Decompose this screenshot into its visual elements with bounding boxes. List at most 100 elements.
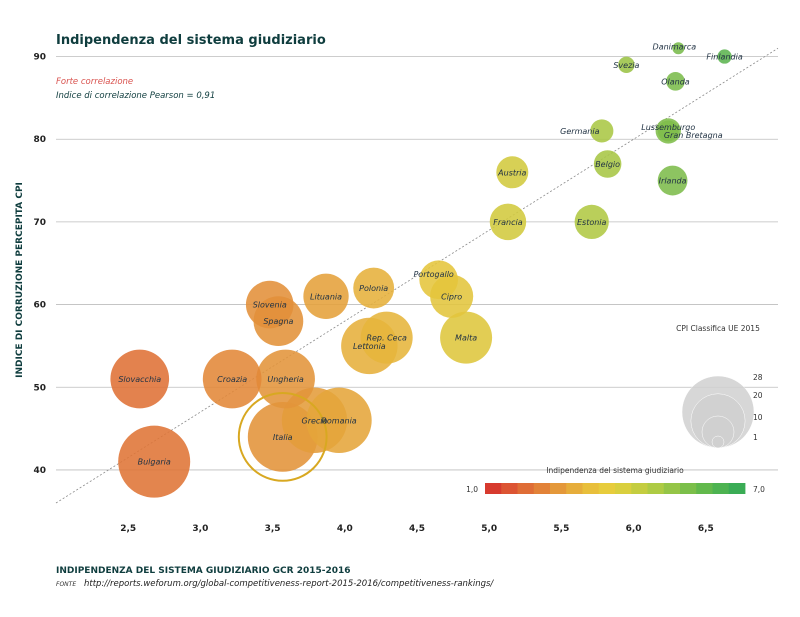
bubble-label: Lussemburgo — [641, 123, 695, 132]
bubble-label: Finlandia — [706, 53, 742, 62]
y-axis-label: INDICE DI CORRUZIONE PERCEPITA CPI — [15, 182, 25, 378]
color-legend-swatch — [663, 483, 681, 494]
bubble-polonia — [353, 267, 395, 309]
color-legend-title: Indipendenza del sistema giudiziario — [546, 466, 684, 475]
bubble-austria — [496, 156, 529, 189]
bubble-malta — [440, 311, 493, 364]
highlight-ring — [237, 391, 328, 482]
gridlines — [56, 56, 778, 471]
bubble-label: Ungheria — [267, 375, 304, 384]
bubble-germania — [590, 119, 614, 143]
source-label: FONTE — [56, 581, 76, 588]
bubble-label: Croazia — [217, 375, 247, 384]
bubble-label: Malta — [455, 334, 477, 343]
size-legend: CPI Classifica UE 2015 1 10 20 28 — [676, 324, 763, 449]
y-axis-ticks: 40 50 60 70 80 90 — [33, 53, 46, 476]
bubble-rep-ceca — [360, 311, 413, 364]
bubble-slovacchia — [110, 349, 170, 409]
y-tick-label: 70 — [33, 218, 46, 228]
bubble-labels: Danimarca Finlandia Svezia Olanda Lussemburg… — [118, 42, 742, 466]
color-legend-swatch — [582, 483, 600, 494]
bubble-label: Polonia — [359, 284, 388, 293]
size-legend-value: 28 — [753, 373, 763, 382]
color-legend-swatch — [517, 483, 535, 494]
bubble-label: Germania — [560, 127, 599, 136]
highlight-circle — [237, 391, 328, 482]
bubble-label: Francia — [493, 218, 522, 227]
bubble-svezia — [618, 56, 635, 74]
x-tick-label: 6,5 — [698, 524, 714, 534]
color-legend-swatch — [533, 483, 551, 494]
bubble-slovenia — [245, 280, 294, 329]
color-legend-swatch — [728, 483, 746, 494]
bubble-label: Romania — [321, 416, 356, 425]
y-tick-label: 90 — [33, 53, 46, 63]
y-tick-label: 60 — [33, 301, 46, 311]
bubble-belgio — [593, 150, 622, 178]
x-tick-label: 5,5 — [553, 524, 569, 534]
bubble-label: Estonia — [577, 218, 607, 227]
bubble-label: Slovenia — [253, 301, 287, 310]
chart-title: Indipendenza del sistema giudiziario — [56, 33, 326, 48]
bubble-label: Olanda — [661, 77, 690, 86]
bubble-finlandia — [717, 49, 732, 64]
bubble-francia — [489, 203, 527, 241]
x-tick-label: 5,0 — [481, 524, 497, 534]
color-legend-swatch — [566, 483, 583, 494]
bubble-irlanda — [657, 165, 688, 196]
bubble-label: Rep. Ceca — [366, 334, 407, 343]
bubble-lussemburgo — [657, 120, 679, 142]
bubble-label: Spagna — [263, 317, 293, 326]
size-legend-value: 1 — [753, 433, 758, 442]
bubble-lituania — [303, 273, 349, 319]
bubble-bulgaria — [118, 425, 191, 498]
size-legend-value: 20 — [753, 391, 763, 400]
color-legend-swatch — [501, 483, 518, 494]
color-legend-min: 1,0 — [466, 485, 478, 494]
size-legend-title: CPI Classifica UE 2015 — [676, 324, 760, 333]
color-legend-swatch — [615, 483, 632, 494]
y-tick-label: 50 — [33, 383, 46, 393]
bubble-label: Belgio — [595, 160, 620, 169]
x-tick-label: 2,5 — [120, 524, 136, 534]
size-legend-circle — [711, 435, 725, 449]
bubble-label: Lituania — [310, 292, 342, 301]
color-legend-swatch — [712, 483, 730, 494]
bubble-label: Cipro — [441, 292, 462, 301]
size-legend-value: 10 — [753, 413, 763, 422]
bubble-label: Gran Bretagna — [664, 131, 723, 140]
x-tick-label: 4,5 — [409, 524, 425, 534]
x-axis-label: INDIPENDENZA DEL SISTEMA GIUDIZIARIO GCR… — [56, 566, 351, 576]
x-axis-ticks: 2,5 3,0 3,5 4,0 4,5 5,0 5,5 6,0 6,5 — [120, 524, 714, 534]
x-tick-label: 6,0 — [626, 524, 642, 534]
pearson-annotation: Indice di correlazione Pearson = 0,91 — [56, 91, 215, 101]
bubble-danimarca — [672, 42, 685, 55]
bubble-label: Lettonia — [353, 342, 386, 351]
bubble-label: Portogallo — [413, 270, 453, 279]
color-legend-swatch — [696, 483, 713, 494]
bubble-croazia — [202, 349, 262, 409]
source-url: http://reports.weforum.org/global-compet… — [84, 579, 494, 589]
x-tick-label: 3,0 — [192, 524, 208, 534]
bubble-label: Austria — [497, 168, 526, 177]
bubble-label: Irlanda — [659, 177, 687, 186]
bubble-label: Danimarca — [653, 42, 697, 51]
color-legend-max: 7,0 — [753, 485, 765, 494]
color-legend-swatch — [680, 483, 697, 494]
bubble-romania — [306, 387, 372, 453]
y-tick-label: 40 — [33, 466, 46, 476]
bubble-label: Slovacchia — [118, 375, 161, 384]
bubble-estonia — [574, 204, 609, 240]
correlation-annotation: Forte correlazione — [56, 77, 133, 87]
x-tick-label: 4,0 — [337, 524, 353, 534]
y-tick-label: 80 — [33, 135, 46, 145]
bubble-label: Bulgaria — [138, 458, 171, 467]
color-legend-swatch — [550, 483, 567, 494]
bubble-label: Svezia — [613, 61, 639, 70]
color-legend-swatch — [485, 483, 502, 494]
color-legend-swatch — [631, 483, 648, 494]
bubble-portogallo — [419, 260, 458, 300]
bubble-label: Italia — [273, 433, 293, 442]
x-tick-label: 3,5 — [265, 524, 281, 534]
